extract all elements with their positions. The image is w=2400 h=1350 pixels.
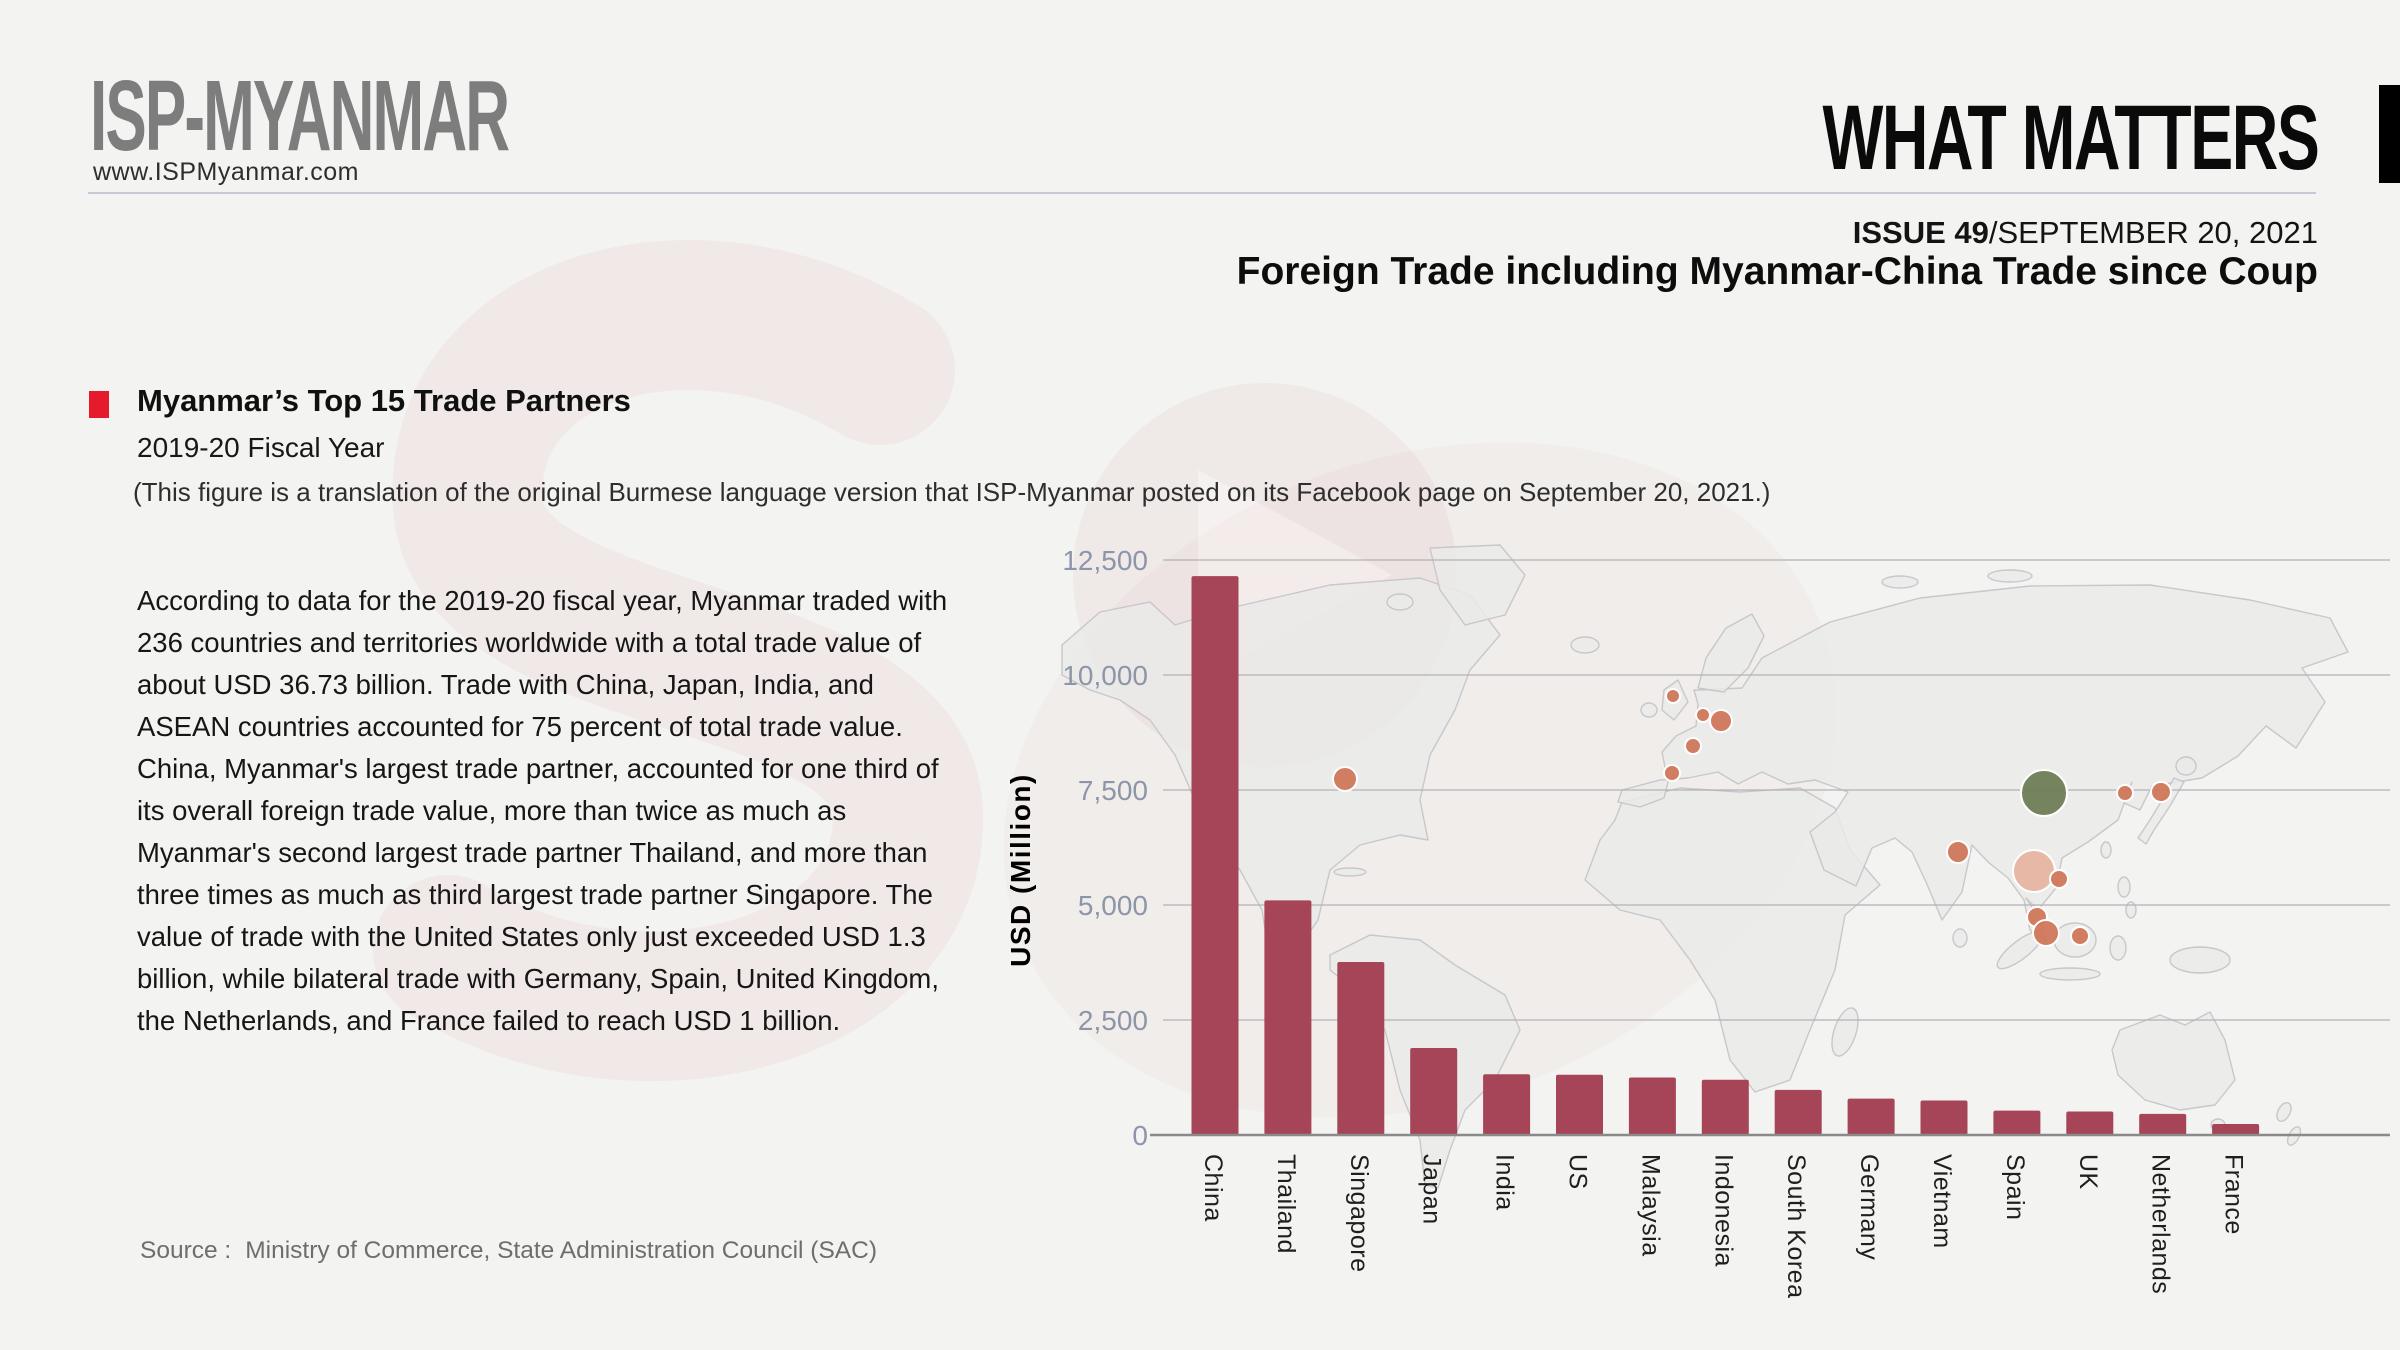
map-java	[2039, 967, 2101, 981]
map-bubble-India	[1946, 840, 1970, 864]
chart-gridlines-and-ticks: 0 2,500 5,000 7,500 10,000 12,500 USD (Million…	[1005, 545, 2390, 1151]
map-sulawesi	[2109, 935, 2127, 961]
category-label: Netherlands	[2147, 1154, 2175, 1294]
map-greenland	[1429, 544, 1526, 626]
map-hokkaido	[2175, 756, 2197, 776]
page-title: Foreign Trade including Myanmar-China Tr…	[1236, 250, 2318, 293]
y-tick-label: 0	[1132, 1120, 1148, 1151]
map-philippines-luzon	[2117, 876, 2131, 898]
map-taiwan	[2100, 841, 2112, 859]
category-label: China	[1199, 1154, 1227, 1222]
map-bubble-Spain	[1663, 764, 1681, 782]
bar-UK	[2066, 1111, 2114, 1135]
chart-bars	[1191, 576, 2260, 1135]
map-bubble-Indonesia	[2070, 926, 2090, 946]
source-text: Ministry of Commerce, State Administrati…	[245, 1237, 877, 1264]
map-australia	[2111, 1011, 2236, 1111]
bar-US	[1556, 1074, 1603, 1135]
bar-Netherlands	[2139, 1113, 2187, 1135]
map-bubble-Germany	[1709, 709, 1733, 733]
issue-slash: /	[1988, 215, 1998, 250]
bar-Vietnam	[1920, 1100, 1968, 1135]
map-bubble-UK	[1665, 688, 1681, 704]
map-bubble-US	[1332, 766, 1358, 792]
category-label: UK	[2074, 1154, 2102, 1190]
map-trade-bubbles	[1332, 688, 2172, 947]
category-label: Malaysia	[1636, 1154, 1664, 1257]
map-bubble-Japan	[2150, 781, 2172, 803]
source-label: Source :	[140, 1237, 232, 1264]
map-new-guinea	[2169, 946, 2231, 974]
map-cuba	[1333, 867, 1367, 877]
issue-date: SEPTEMBER 20, 2021	[1997, 215, 2319, 250]
map-bubble-Thailand	[2012, 849, 2056, 893]
masthead-title: WHAT MATTERS	[1822, 87, 2319, 189]
map-eurasia	[1617, 584, 2349, 943]
map-iceland	[1570, 636, 1600, 654]
map-sri-lanka	[1952, 928, 1968, 948]
category-label: Indonesia	[1709, 1154, 1737, 1267]
source-line: Source : Ministry of Commerce, State Admi…	[140, 1237, 877, 1265]
map-japan	[2137, 777, 2185, 845]
category-label: US	[1564, 1154, 1592, 1190]
category-label: Singapore	[1345, 1154, 1373, 1272]
map-bubble-South Korea	[2116, 784, 2134, 802]
chart-category-labels: China Thailand Singapore Japan India US Malays…	[1199, 1154, 2248, 1299]
bar-China	[1191, 576, 1239, 1135]
issue-line: ISSUE 49/SEPTEMBER 20, 2021	[1853, 215, 2318, 251]
bar-South Korea	[1774, 1089, 1822, 1135]
category-label: Thailand	[1272, 1154, 1300, 1254]
y-tick-label: 7,500	[1078, 775, 1148, 806]
map-bubble-China	[2020, 769, 2068, 817]
map-bubble-Singapore	[2032, 919, 2060, 947]
map-bubble-Vietnam	[2049, 869, 2069, 889]
map-philippines-mindanao	[2125, 901, 2137, 919]
category-label: Germany	[1855, 1154, 1883, 1260]
header-divider	[88, 192, 2316, 194]
map-madagascar	[1831, 1007, 1859, 1057]
y-tick-label: 10,000	[1062, 660, 1148, 691]
logo-url: www.ISPMyanmar.com	[93, 158, 360, 186]
map-arctic-island-2	[1987, 569, 2033, 583]
category-label: Japan	[1418, 1154, 1446, 1225]
category-label: India	[1491, 1154, 1519, 1211]
map-scandinavia	[1697, 613, 1765, 693]
bar-Japan	[1410, 1048, 1458, 1135]
map-baffin	[1386, 593, 1414, 611]
watermark-s-shape	[373, 240, 983, 1082]
map-arctic-island-1	[1881, 575, 1919, 589]
bar-Singapore	[1337, 962, 1385, 1135]
category-label: South Korea	[1782, 1154, 1810, 1299]
category-label: France	[2220, 1154, 2248, 1235]
y-axis-label: USD (Million)	[1005, 773, 1036, 967]
red-bullet-square	[89, 391, 109, 418]
map-bubble-Netherlands	[1695, 707, 1711, 723]
logo-title: ISP-MYANMAR	[90, 60, 510, 172]
section-subheading: 2019-20 Fiscal Year	[137, 432, 385, 463]
bar-France	[2212, 1123, 2260, 1135]
bar-chart-with-world-map: 0 2,500 5,000 7,500 10,000 12,500 USD (Million…	[1005, 544, 2390, 1299]
bar-Malaysia	[1628, 1077, 1676, 1135]
y-tick-label: 12,500	[1062, 545, 1148, 576]
masthead-tab	[2379, 85, 2400, 183]
map-bubble-France	[1684, 737, 1702, 755]
y-tick-label: 2,500	[1078, 1005, 1148, 1036]
body-paragraph: According to data for the 2019-20 fiscal…	[137, 585, 948, 1036]
bar-Thailand	[1264, 900, 1312, 1135]
map-ireland	[1640, 702, 1658, 718]
section-note: (This figure is a translation of the ori…	[133, 477, 1771, 507]
bar-India	[1483, 1074, 1531, 1135]
map-north-america	[1061, 577, 1501, 961]
y-tick-label: 5,000	[1078, 890, 1148, 921]
section-heading: Myanmar’s Top 15 Trade Partners	[137, 383, 631, 418]
bar-Spain	[1993, 1110, 2041, 1135]
map-africa	[1584, 787, 1881, 1093]
map-nz-north	[2276, 1102, 2292, 1122]
bar-Germany	[1847, 1098, 1895, 1135]
bar-Indonesia	[1701, 1079, 1749, 1135]
issue-number: ISSUE 49	[1852, 215, 1989, 250]
category-label: Vietnam	[1928, 1154, 1956, 1249]
category-label: Spain	[2001, 1154, 2029, 1220]
